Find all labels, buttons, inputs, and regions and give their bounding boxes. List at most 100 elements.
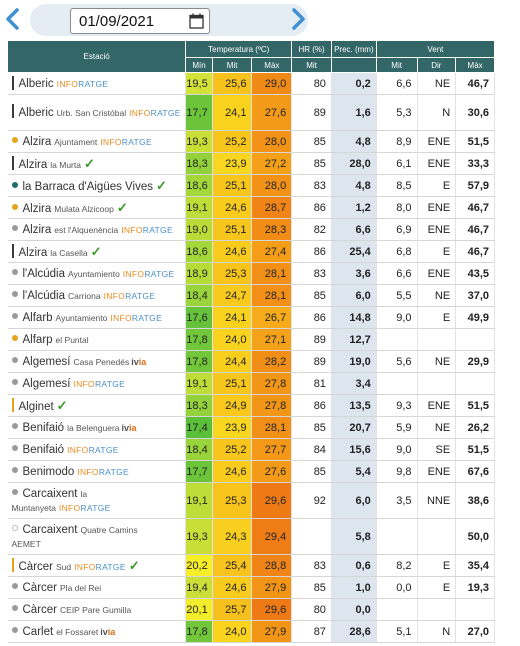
- humidity-cell: 89: [291, 350, 332, 373]
- table-row[interactable]: Alberic Urb. San Cristóbal INFORATGE 17,7 24…: [7, 94, 495, 131]
- station-cell[interactable]: Alzira la Casella ✓: [7, 240, 187, 263]
- ivia-logo: ivia: [100, 626, 116, 637]
- wind-dir-cell: E: [417, 306, 457, 329]
- wind-max-cell: 29,9: [455, 350, 495, 373]
- station-cell[interactable]: Alzira Ajuntament INFORATGE: [7, 130, 187, 153]
- table-row[interactable]: Algemesí Casa Penedés ivia 17,8 24,4 28,2 89 19…: [7, 350, 495, 373]
- tmit-cell: 24,6: [212, 196, 253, 219]
- station-cell[interactable]: Algemesí Casa Penedés ivia: [7, 350, 187, 373]
- station-label: la Barraca d'Aigües Vives ✓: [11, 178, 167, 193]
- table-row[interactable]: Alzira Ajuntament INFORATGE 19,3 25,2 28,0 85 4…: [7, 130, 495, 153]
- station-cell[interactable]: l'Alcúdia Carriona INFORATGE: [7, 284, 187, 307]
- table-row[interactable]: l'Alcúdia Ayuntamiento INFORATGE 18,9 25,3 28…: [7, 262, 495, 285]
- station-cell[interactable]: Carcaixent Quatre Camins AEMET: [7, 518, 187, 555]
- check-icon: ✓: [83, 155, 95, 171]
- previous-day-button[interactable]: [2, 6, 22, 32]
- station-cell[interactable]: Alfarp el Puntal: [7, 328, 187, 351]
- station-cell[interactable]: Alginet ✓: [7, 394, 187, 417]
- humidity-cell: 86: [291, 306, 332, 329]
- wind-dir-cell: [417, 598, 457, 621]
- table-row[interactable]: Alzira est l'Alquenència INFORATGE 19,0 25,1…: [7, 218, 495, 241]
- station-sublocation: Quatre Camins: [80, 524, 138, 535]
- next-day-button[interactable]: [289, 6, 309, 32]
- table-row[interactable]: Alzira la Murta ✓ 18,3 23,9 27,2 85 28,0 6,1 ENE 3…: [7, 152, 495, 175]
- table-row[interactable]: Benifaió INFORATGE 18,4 25,2 27,7 84 15,6 9,0 SE…: [7, 438, 495, 461]
- header-station[interactable]: Estació: [6, 40, 187, 73]
- station-status-marker: [11, 398, 14, 413]
- table-row[interactable]: Alfarp el Puntal 17,8 24,0 27,1 89 12,7: [7, 328, 495, 351]
- station-cell[interactable]: Càrcer Sud INFORATGE ✓: [7, 554, 187, 577]
- subheader-wind-dir[interactable]: Dir: [416, 57, 457, 73]
- tmin-cell: 19,3: [185, 130, 213, 153]
- subheader-hr-mit[interactable]: Mit: [291, 57, 332, 73]
- wind-max-cell: 46,7: [455, 218, 495, 241]
- wind-mit-cell: 6,1: [376, 152, 418, 175]
- wind-max-cell: 57,9: [455, 174, 495, 197]
- station-status-marker: [11, 558, 14, 573]
- station-cell[interactable]: Alzira la Murta ✓: [7, 152, 187, 175]
- station-status-marker: [11, 467, 18, 474]
- table-row[interactable]: la Barraca d'Aigües Vives ✓ 18,6 25,1 28,0 83…: [7, 174, 495, 197]
- station-cell[interactable]: Càrcer CEIP Pare Gumilla: [7, 598, 187, 621]
- station-cell[interactable]: Algemesí INFORATGE: [7, 372, 187, 395]
- table-row[interactable]: Benimodo INFORATGE 17,7 24,6 27,6 85 5,4 9,8 ENE…: [7, 460, 495, 483]
- table-row[interactable]: Alfarb Ayuntamiento INFORATGE 17,6 24,1 26,7 8…: [7, 306, 495, 329]
- aemet-label: AEMET: [11, 538, 41, 549]
- station-cell[interactable]: Alfarb Ayuntamiento INFORATGE: [7, 306, 187, 329]
- tmax-cell: 28,1: [251, 262, 293, 285]
- precip-cell: 6,0: [331, 284, 377, 307]
- table-row[interactable]: Alzira Mulata Alzicoop ✓ 19,1 24,6 28,7 86 1,2 8…: [7, 196, 495, 219]
- station-cell[interactable]: Alberic Urb. San Cristóbal INFORATGE: [7, 94, 187, 131]
- station-name: Alzira: [22, 223, 52, 236]
- subheader-tmax[interactable]: Màx: [251, 57, 293, 73]
- subheader-tmin[interactable]: Mín: [185, 57, 213, 73]
- wind-max-cell: 51,5: [455, 394, 495, 417]
- station-label: Alfarp el Puntal: [11, 334, 89, 346]
- station-label: Carcaixent la Muntanyeta INFORATGE: [11, 488, 111, 514]
- station-cell[interactable]: Benifaió la Belenguera ivia: [7, 416, 187, 439]
- table-row[interactable]: Càrcer Pla del Rei 19,4 24,6 27,9 85 1,0 0,0 E 19…: [7, 576, 495, 599]
- wind-max-cell: 46,7: [455, 240, 495, 263]
- tmax-cell: 27,1: [251, 328, 293, 351]
- tmin-cell: 20,2: [185, 554, 213, 577]
- table-row[interactable]: Carlet el Fossaret ivia 17,8 24,0 27,9 87 28,6 5…: [7, 620, 495, 643]
- station-cell[interactable]: Carcaixent la Muntanyeta INFORATGE: [7, 482, 187, 519]
- station-cell[interactable]: l'Alcúdia Ayuntamiento INFORATGE: [7, 262, 187, 285]
- calendar-icon[interactable]: [189, 13, 204, 29]
- station-cell[interactable]: Càrcer Pla del Rei: [7, 576, 187, 599]
- station-cell[interactable]: Benimodo INFORATGE: [7, 460, 187, 483]
- station-cell[interactable]: Alzira Mulata Alzicoop ✓: [7, 196, 187, 219]
- table-row[interactable]: Alzira la Casella ✓ 18,6 24,6 27,4 86 25,4 6,8 E 4…: [7, 240, 495, 263]
- station-cell[interactable]: Benifaió INFORATGE: [7, 438, 187, 461]
- station-cell[interactable]: la Barraca d'Aigües Vives ✓: [7, 174, 187, 197]
- table-row[interactable]: Algemesí INFORATGE 19,1 25,1 27,8 81 3,4: [7, 372, 495, 395]
- humidity-cell: 85: [291, 460, 332, 483]
- station-cell[interactable]: Alberic INFORATGE: [7, 72, 187, 95]
- table-row[interactable]: l'Alcúdia Carriona INFORATGE 18,4 24,7 28,1 85…: [7, 284, 495, 307]
- station-name: Alzira: [18, 158, 48, 171]
- table-row[interactable]: Benifaió la Belenguera ivia 17,4 23,9 28,1 85 2…: [7, 416, 495, 439]
- tmin-cell: 19,1: [185, 372, 213, 395]
- table-row[interactable]: Carcaixent Quatre Camins AEMET 19,3 24,3 29,4…: [7, 518, 495, 555]
- station-label: Algemesí Casa Penedés ivia: [11, 356, 146, 368]
- station-status-marker: [11, 605, 18, 612]
- table-row[interactable]: Alberic INFORATGE 19,5 25,6 29,0 80 0,2 6,6 NE 46…: [7, 72, 495, 95]
- inforatge-logo: INFORATGE: [129, 107, 181, 118]
- humidity-cell: 85: [291, 284, 332, 307]
- station-name: Càrcer: [22, 581, 58, 594]
- table-row[interactable]: Carcaixent la Muntanyeta INFORATGE 19,1 25,3…: [7, 482, 495, 519]
- station-cell[interactable]: Carlet el Fossaret ivia: [7, 620, 187, 643]
- table-row[interactable]: Càrcer Sud INFORATGE ✓ 20,2 25,4 28,8 83 0,6 8,2 E…: [7, 554, 495, 577]
- subheader-wind-max[interactable]: Màx: [455, 57, 495, 73]
- inforatge-logo: INFORATGE: [122, 268, 175, 279]
- subheader-wind-mit[interactable]: Mit: [375, 57, 418, 73]
- date-value: 01/09/2021: [79, 12, 155, 30]
- table-row[interactable]: Alginet ✓ 18,3 24,9 27,8 86 13,5 9,3 ENE 51,5: [7, 394, 495, 417]
- date-input[interactable]: 01/09/2021: [70, 8, 210, 34]
- subheader-tmit[interactable]: Mit: [211, 57, 253, 73]
- tmit-cell: 24,4: [212, 350, 253, 373]
- table-row[interactable]: Càrcer CEIP Pare Gumilla 20,1 25,7 29,6 80 0,0: [7, 598, 495, 621]
- station-sublocation: el Puntal: [55, 334, 89, 345]
- precip-cell: 12,7: [331, 328, 377, 351]
- station-cell[interactable]: Alzira est l'Alquenència INFORATGE: [7, 218, 187, 241]
